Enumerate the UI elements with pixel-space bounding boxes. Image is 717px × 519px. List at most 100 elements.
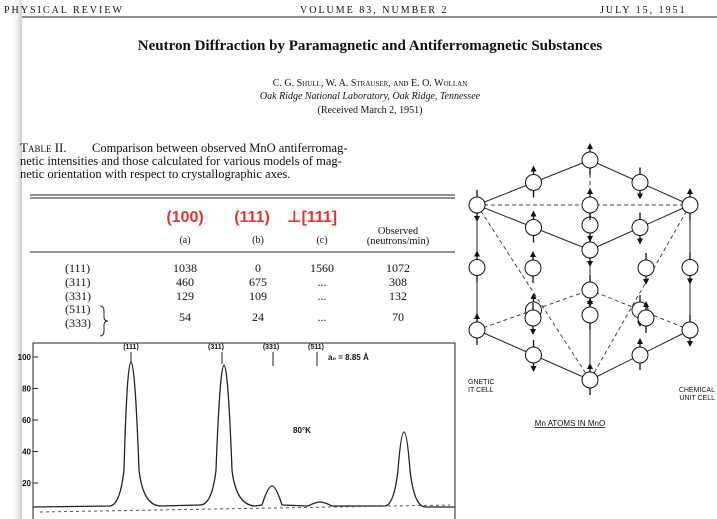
affiliation: Oak Ridge National Laboratory, Oak Ridge… [260, 91, 481, 102]
spin-head [587, 236, 593, 242]
peak-label: (511) [308, 344, 324, 351]
spin-head [530, 251, 536, 257]
spin-head [687, 188, 693, 194]
model-header: ⊥[111] [287, 209, 337, 226]
plot-frame [32, 342, 456, 519]
caption-line: netic intensities and those calculated f… [20, 154, 342, 168]
spin-head [637, 193, 643, 200]
spin-head [587, 363, 593, 369]
mn-atom [581, 151, 599, 169]
spin-head [643, 301, 649, 307]
cell: 460 [176, 275, 194, 289]
diagram-label: UNIT CELL [679, 395, 715, 402]
cell: ... [318, 275, 327, 289]
mn-atom [525, 346, 542, 364]
spin-head [530, 165, 537, 172]
cube-diagonal [589, 289, 691, 331]
diagram-caption: Mn ATOMS IN MnO [535, 419, 605, 428]
column-header: (a) [179, 235, 190, 246]
spin-head [637, 238, 643, 245]
mn-atom [524, 309, 542, 327]
model-header: (100) [166, 209, 203, 226]
caption-line: netic orientation with respect to crysta… [20, 167, 290, 181]
cell: ... [318, 310, 327, 324]
mn-atom [631, 174, 649, 191]
spin-head [530, 329, 536, 335]
lattice-diagram [468, 143, 699, 395]
cube-diagonal [589, 204, 691, 381]
received: (Received March 2, 1951) [318, 105, 423, 116]
spin-head [587, 261, 593, 267]
diagram-label: GNETIC [468, 379, 494, 386]
spin-head [474, 216, 480, 222]
spin-head [530, 293, 537, 299]
cell: 54 [179, 310, 191, 324]
cell: ... [318, 289, 327, 303]
mn-atom [525, 219, 542, 236]
row-label: (333) [65, 316, 91, 330]
caption-line: Comparison between observed MnO antiferr… [92, 141, 347, 155]
cell: 0 [255, 261, 261, 275]
cell: 1072 [386, 261, 410, 275]
cell: 1560 [310, 261, 334, 275]
spin-head [530, 210, 537, 217]
mn-atom [468, 196, 486, 214]
mn-atom [631, 346, 649, 364]
mn-atom [681, 321, 699, 339]
authors: C. G. Shull, W. A. Strauser, and E. O. W… [273, 78, 468, 89]
mn-atom [637, 259, 655, 277]
peak-label: (331) [263, 344, 279, 351]
model-header: (111) [234, 209, 270, 226]
spin-head [530, 366, 537, 372]
cell: 24 [252, 310, 264, 324]
spin-head [587, 188, 593, 194]
mn-atom [581, 281, 599, 299]
mn-atom [525, 174, 542, 191]
y-tick-label: 100 [18, 353, 32, 362]
title: Neutron Diffraction by Paramagnetic and … [138, 38, 603, 54]
lattice-constant: a₀ = 8.85 Å [328, 353, 369, 362]
cell: 109 [249, 289, 267, 303]
spin-head [643, 279, 649, 285]
cell: 1038 [173, 261, 197, 275]
volume: VOLUME 83, NUMBER 2 [300, 5, 449, 16]
observed-header: Observed [378, 226, 419, 237]
mn-atom [581, 196, 599, 214]
peak-label: (111) [123, 344, 139, 351]
mn-atom [468, 321, 486, 339]
y-tick-label: 40 [22, 448, 31, 457]
spin-head [587, 143, 593, 149]
spin-head [474, 250, 480, 257]
cell: 70 [392, 310, 404, 324]
date: JULY 15, 1951 [600, 5, 687, 16]
cell: 308 [389, 275, 407, 289]
mn-atom [581, 371, 599, 389]
observed-header: (neutrons/min) [367, 236, 430, 247]
spin-head [587, 298, 593, 304]
column-header: (b) [252, 235, 264, 246]
cell: 675 [249, 275, 267, 289]
spin-head [474, 313, 480, 319]
journal: PHYSICAL REVIEW [4, 5, 124, 16]
temperature: 80°K [293, 426, 311, 435]
spin-head [687, 278, 693, 285]
spin-head [637, 338, 643, 344]
mn-atom [681, 196, 699, 214]
row-label: (311) [65, 275, 91, 289]
mn-atom [581, 241, 599, 259]
column-header: (c) [316, 235, 327, 246]
cell: 129 [176, 289, 194, 303]
row-brace [99, 305, 109, 337]
row-label: (331) [65, 289, 91, 303]
y-tick-label: 60 [22, 416, 31, 425]
peak-label: (311) [208, 344, 224, 351]
row-label: (511) [65, 302, 91, 316]
y-tick-label: 80 [22, 385, 31, 394]
cell: 132 [389, 289, 407, 303]
mn-atom [681, 259, 699, 276]
mn-atom [524, 259, 542, 277]
diagram-label: IT CELL [468, 387, 494, 394]
mn-atom [637, 309, 655, 327]
